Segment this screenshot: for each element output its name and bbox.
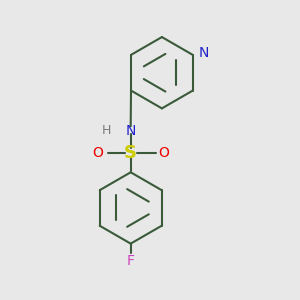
Text: H: H bbox=[102, 124, 112, 137]
Text: N: N bbox=[125, 124, 136, 138]
Text: N: N bbox=[198, 46, 208, 60]
Text: O: O bbox=[158, 146, 169, 160]
Text: O: O bbox=[92, 146, 104, 160]
Text: S: S bbox=[124, 144, 137, 162]
Text: F: F bbox=[127, 254, 135, 268]
